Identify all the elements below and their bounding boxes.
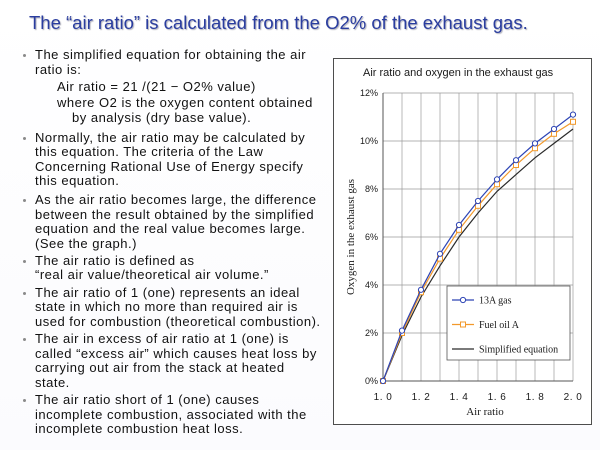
- 13a-gas-point: [417, 286, 425, 293]
- 13a-gas-point: [455, 221, 463, 229]
- bullet-text-line: Concerning Rational Use of Energy specif…: [35, 158, 304, 174]
- simplified-equation-line: [382, 128, 574, 382]
- chart-title: Air ratio and oxygen in the exhaust gas: [363, 67, 554, 79]
- x-tick-label: 1. 0: [374, 392, 393, 403]
- x-tick-label: 1. 4: [450, 392, 469, 403]
- bullet-text-line: this equation. The criteria of the Law: [35, 144, 264, 159]
- bullet-text-line: As the air ratio becomes large, the diff…: [35, 192, 317, 207]
- bullet-text-line: Normally, the air ratio may be calculate…: [35, 129, 306, 145]
- 13a-gas-point: [550, 125, 558, 133]
- bullet-text-line: The air in excess of air ratio at 1 (one…: [35, 331, 289, 346]
- bullet-text-line: “real air value/theoretical air volume.”: [35, 267, 269, 282]
- bullet-dot: [23, 199, 26, 202]
- bullet-text-line: between the result obtained by the simpl…: [35, 206, 315, 222]
- legend-entry-simplified-equation: Simplified equation: [452, 345, 558, 356]
- bullet-excess-air: The air in excess of air ratio at 1 (one…: [22, 331, 327, 390]
- bullet-list: The simplified equation for obtaining th…: [22, 47, 327, 437]
- bullet-text-line: ratio is:: [35, 61, 82, 77]
- legend-entry-fuel-oil-a: Fuel oil A: [452, 320, 520, 331]
- bullet-difference-note: As the air ratio becomes large, the diff…: [22, 192, 327, 251]
- bullet-simplified-equation: The simplified equation for obtaining th…: [22, 47, 327, 125]
- bullet-text-line: (See the graph.): [35, 235, 137, 251]
- x-tick-label: 1. 2: [412, 392, 431, 403]
- 13a-gas-point: [436, 250, 444, 257]
- x-tick-label: 1. 6: [488, 392, 507, 403]
- y-tick-label: 10%: [360, 136, 378, 146]
- bullet-incomplete-combustion: The air ratio short of 1 (one) causes in…: [22, 392, 327, 437]
- bullet-definition: The air ratio is defined as “real air va…: [22, 252, 327, 283]
- legend-entry-13a-gas: 13A gas: [452, 296, 512, 307]
- bullet-text-line: The air ratio is defined as: [35, 252, 195, 268]
- 13a-gas-point: [398, 327, 406, 334]
- fuel-oil-a-point: [570, 118, 576, 125]
- 13a-gas-point: [474, 197, 482, 205]
- chart-canvas: Air ratio and oxygen in the exhaust gas 0…: [333, 58, 592, 425]
- y-tick-label: 12%: [360, 88, 378, 98]
- equation-note-line: by analysis (dry base value).: [72, 109, 252, 125]
- y-tick-label: 0%: [365, 376, 378, 386]
- legend-label: 13A gas: [479, 296, 512, 307]
- y-tick-label: 6%: [365, 232, 378, 242]
- 13a-gas-point: [531, 140, 539, 147]
- bullet-dot: [23, 136, 26, 140]
- bullet-dot: [23, 54, 26, 57]
- legend-label: Simplified equation: [479, 345, 558, 356]
- bullet-text-line: state.: [35, 374, 70, 390]
- 13a-gas-point: [493, 176, 501, 183]
- bullet-text-line: incomplete combustion heat loss.: [35, 421, 244, 436]
- legend-marker-13a-gas: [459, 296, 467, 304]
- bullet-text-line: The air ratio short of 1 (one) causes: [35, 392, 260, 407]
- 13a-gas-point: [512, 157, 520, 164]
- bullet-text-line: state in which no more than required air…: [35, 299, 298, 314]
- bullet-law-criteria: Normally, the air ratio may be calculate…: [22, 129, 327, 189]
- 13a-gas-series: [379, 111, 577, 385]
- y-axis-label: Oxygen in the exhaust gas: [345, 179, 357, 295]
- 13a-gas-point: [379, 377, 387, 385]
- legend-marker-fuel-oil-a: [460, 321, 466, 328]
- air-ratio-oxygen-chart: Air ratio and oxygen in the exhaust gas 0…: [333, 58, 592, 425]
- bullet-dot: [23, 291, 26, 295]
- bullet-text-line: incomplete combustion, associated with t…: [35, 406, 307, 422]
- legend-label: Fuel oil A: [479, 320, 520, 331]
- y-tick-label: 2%: [365, 328, 378, 338]
- simplified-equation-series: [382, 128, 574, 382]
- bullet-text-line: The air ratio of 1 (one) represents an i…: [35, 284, 300, 300]
- y-tick-label: 8%: [365, 184, 378, 194]
- bullet-ideal-state: The air ratio of 1 (one) represents an i…: [22, 284, 327, 330]
- x-axis-label: Air ratio: [466, 406, 504, 418]
- bullet-dot: [23, 259, 26, 263]
- bullet-dot: [23, 338, 26, 341]
- bullet-text-line: called “excess air” which causes heat lo…: [35, 345, 317, 361]
- bullet-dot: [23, 399, 26, 402]
- bullet-text-line: carrying out air from the stack at heate…: [35, 360, 285, 375]
- bullet-text-line: used for combustion (theoretical combust…: [35, 313, 321, 329]
- bullet-text-line: this equation.: [35, 173, 120, 188]
- legend-box: [446, 285, 571, 361]
- x-tick-label: 1. 8: [526, 392, 545, 403]
- y-tick-label: 4%: [365, 280, 378, 290]
- air-ratio-equation: Air ratio = 21 /(21 − O2% value): [57, 79, 256, 94]
- 13a-gas-point: [569, 111, 577, 118]
- x-tick-label: 2. 0: [564, 392, 583, 403]
- chart-frame: [333, 58, 592, 425]
- bullet-text-line: The simplified equation for obtaining th…: [35, 47, 307, 62]
- chart-legend: 13A gas Fuel oil A Simplified equation: [446, 285, 571, 361]
- bullet-text-line: equation and the real value becomes larg…: [35, 221, 306, 236]
- slide-title: The “air ratio” is calculated from the O…: [29, 12, 528, 33]
- equation-note-line: where O2 is the oxygen content obtained: [57, 95, 313, 110]
